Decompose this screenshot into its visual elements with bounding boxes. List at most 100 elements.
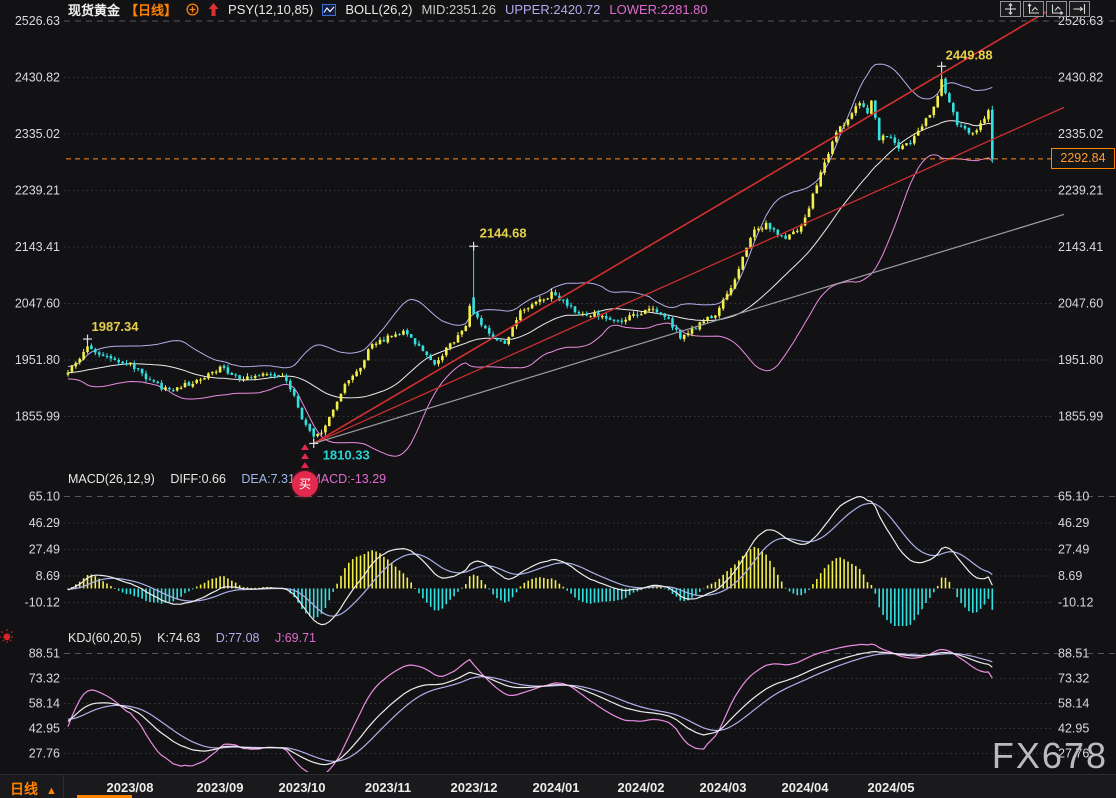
macd-histogram-bar — [601, 588, 604, 602]
macd-histogram-bar — [394, 566, 397, 589]
candle-body — [909, 142, 912, 144]
kdj-indicator-label[interactable]: KDJ(60,20,5) — [68, 631, 142, 645]
candle-body — [784, 235, 787, 239]
macd-histogram-bar — [398, 570, 401, 589]
scroll-position-indicator[interactable] — [77, 795, 132, 798]
macd-histogram-bar — [297, 588, 299, 603]
macd-histogram-bar — [617, 588, 619, 601]
candle-body — [612, 319, 616, 321]
timeframe-tag[interactable]: 【日线】 — [125, 3, 178, 18]
add-indicator-icon[interactable] — [186, 3, 199, 16]
candle-body — [487, 327, 491, 334]
candle-body — [343, 384, 347, 393]
candle-body — [885, 136, 889, 138]
candle-body — [121, 361, 124, 364]
candle-body — [211, 371, 214, 374]
month-label: 2023/11 — [364, 780, 412, 795]
macd-histogram-bar — [925, 588, 927, 603]
axis-zoom-horizontal-icon[interactable] — [1046, 1, 1067, 17]
axis-zoom-vertical-icon[interactable] — [1023, 1, 1044, 17]
pan-icon[interactable] — [1000, 1, 1021, 17]
macd-histogram-bar — [82, 578, 85, 589]
macd-histogram-bar — [106, 583, 108, 589]
price-axis-label: 2430.82 — [1058, 71, 1103, 85]
candle-body — [757, 228, 760, 230]
trend-lines-layer[interactable] — [313, 4, 1085, 445]
macd-histogram-bar — [574, 588, 576, 598]
macd-histogram-bar — [145, 588, 147, 601]
macd-histogram-bar — [956, 588, 958, 598]
candle-body — [519, 310, 522, 321]
macd-histogram-bar — [835, 558, 838, 589]
macd-histogram-bar — [340, 575, 342, 589]
trend-line[interactable] — [313, 4, 1059, 445]
candle-body — [971, 133, 975, 135]
macd-histogram-bar — [816, 579, 818, 589]
trend-line[interactable] — [313, 208, 1085, 445]
candle-body — [764, 222, 768, 230]
macd-histogram-bar — [172, 588, 175, 602]
macd-indicator-label[interactable]: MACD(26,12,9) — [68, 472, 155, 486]
macd-histogram-bar — [114, 588, 116, 589]
macd-histogram-bar — [921, 588, 923, 610]
macd-histogram-bar — [753, 547, 756, 589]
candle-body — [86, 346, 89, 353]
macd-histogram-bar — [312, 588, 315, 619]
candle-body — [140, 368, 144, 374]
macd-histogram-bar — [539, 577, 541, 589]
kdj-d-value: D:77.08 — [215, 631, 260, 645]
macd-histogram-bar — [316, 588, 319, 618]
macd-histogram-bar — [543, 577, 545, 589]
macd-histogram-bar — [562, 586, 565, 589]
candle-body — [199, 379, 202, 381]
kdj-k-value: K:74.63 — [157, 631, 201, 645]
candle-body — [464, 326, 468, 331]
candle-body — [148, 379, 152, 381]
macd-histogram-bar — [180, 588, 182, 597]
candle-body — [312, 428, 315, 437]
candle-body — [987, 110, 990, 120]
macd-histogram-bar — [476, 575, 479, 589]
time-axis-bar[interactable]: 日线 ▲ 2023/08 2023/09 2023/10 2023/11 2023/12 2… — [0, 774, 1116, 798]
candle-body — [979, 123, 982, 131]
candle-body — [753, 229, 756, 238]
candle-body — [682, 334, 686, 340]
candle-body — [948, 93, 951, 103]
candle-body — [70, 365, 74, 372]
macd-histogram-bar — [527, 580, 529, 589]
macd-axis-label: 46.29 — [29, 516, 60, 530]
candle-body — [417, 343, 421, 346]
macd-histogram-bar — [492, 588, 494, 595]
macd-histogram-bar — [679, 588, 682, 601]
macd-histogram-bar — [500, 588, 502, 601]
macd-histogram-bar — [344, 568, 346, 589]
candle-body — [261, 373, 265, 376]
candle-body — [429, 354, 432, 361]
candle-body — [109, 355, 113, 359]
macd-histogram-bar — [328, 588, 331, 601]
macd-histogram-bar — [741, 555, 744, 589]
psy-indicator-label[interactable]: PSY(12,10,85) — [228, 2, 314, 17]
trend-line[interactable] — [313, 98, 1085, 444]
macd-dea-value: DEA:7.31 — [241, 472, 295, 486]
boll-indicator-label[interactable]: BOLL(26,2) — [345, 2, 413, 17]
macd-histogram-bar — [683, 588, 685, 602]
boll-chart-icon[interactable] — [322, 3, 337, 16]
macd-histogram-bar — [324, 588, 327, 609]
macd-histogram-bar — [554, 580, 557, 589]
candle-body — [105, 355, 109, 357]
kdj-axis-label: 88.51 — [29, 646, 60, 660]
snap-to-latest-icon[interactable] — [1069, 1, 1090, 17]
macd-histogram-bar — [660, 587, 662, 589]
candle-body — [421, 345, 425, 351]
timeframe-selector[interactable]: 日线 ▲ — [10, 779, 57, 798]
candle-body — [874, 100, 877, 118]
macd-histogram-bar — [429, 588, 432, 607]
candle-body — [530, 304, 534, 309]
macd-diff-line — [67, 495, 993, 626]
macd-histogram-bar — [851, 563, 853, 589]
price-axis-label: 2239.21 — [1058, 184, 1103, 198]
macd-histogram-bar — [800, 588, 802, 596]
macd-histogram-bar — [164, 588, 167, 603]
